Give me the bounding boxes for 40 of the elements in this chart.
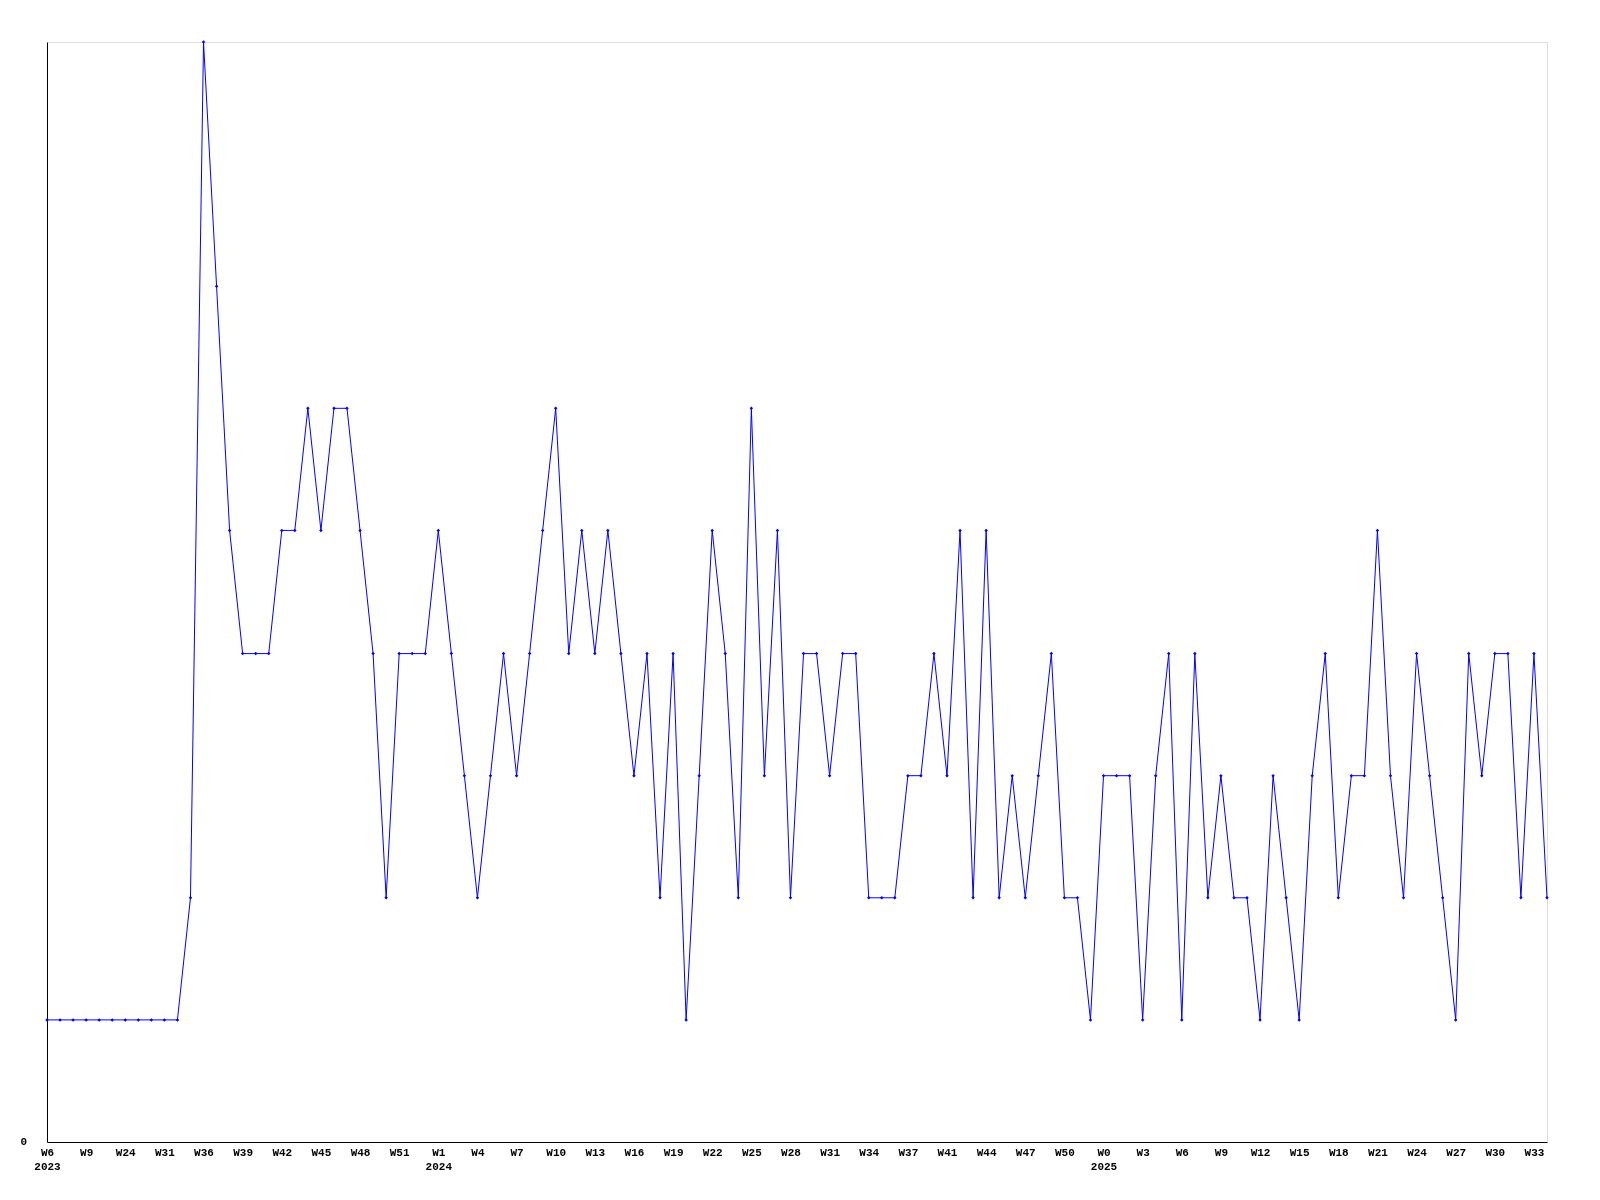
- x-tick-label: W37: [898, 1146, 919, 1159]
- x-tick-label: W6 2023: [34, 1146, 62, 1173]
- x-tick-label: W33: [1524, 1146, 1545, 1159]
- x-tick-label: W3: [1136, 1146, 1151, 1159]
- x-tick-label: W24: [115, 1146, 137, 1159]
- x-tick-label: W0 2025: [1090, 1146, 1118, 1173]
- x-tick-label: W9: [1214, 1146, 1229, 1159]
- x-tick-label: W48: [350, 1146, 371, 1159]
- x-tick-label: W7: [510, 1146, 524, 1159]
- x-tick-label: W47: [1015, 1146, 1036, 1159]
- x-tick-label: W45: [311, 1146, 332, 1159]
- x-tick-label: W36: [194, 1146, 214, 1159]
- x-tick-label: W41: [937, 1146, 958, 1159]
- x-tick-label: W42: [272, 1146, 293, 1159]
- x-tick-label: W22: [702, 1146, 723, 1159]
- x-tick-label: W18: [1328, 1146, 1350, 1159]
- x-tick-label: W50: [1054, 1146, 1075, 1159]
- x-tick-label: W15: [1289, 1146, 1310, 1159]
- x-tick-label: W19: [663, 1146, 684, 1159]
- x-tick-label: W25: [741, 1146, 763, 1159]
- text: 0: [20, 1136, 27, 1148]
- x-tick-label: W31: [820, 1146, 841, 1159]
- x-tick-label: W16: [624, 1146, 645, 1159]
- x-tick-label: W13: [585, 1146, 606, 1159]
- x-tick-label: W4: [471, 1146, 485, 1159]
- x-tick-label: W10: [546, 1146, 567, 1159]
- x-tick-label: W28: [781, 1146, 802, 1159]
- x-tick-label: W12: [1250, 1146, 1271, 1159]
- x-tick-label: W9: [80, 1146, 94, 1159]
- x-tick-label: W39: [233, 1146, 254, 1159]
- x-tick-label: W31: [154, 1146, 176, 1159]
- x-tick-label: W6: [1175, 1146, 1189, 1159]
- x-tick-label: W27: [1446, 1146, 1467, 1159]
- x-tick-label: W34: [859, 1146, 880, 1159]
- x-tick-label: W21: [1368, 1146, 1389, 1159]
- x-tick-label: W30: [1485, 1146, 1506, 1159]
- x-tick-label: W24: [1407, 1146, 1428, 1159]
- x-tick-label: W44: [976, 1146, 997, 1159]
- x-tick-label: W51: [389, 1146, 410, 1159]
- x-tick-label: W1 2024: [425, 1146, 453, 1173]
